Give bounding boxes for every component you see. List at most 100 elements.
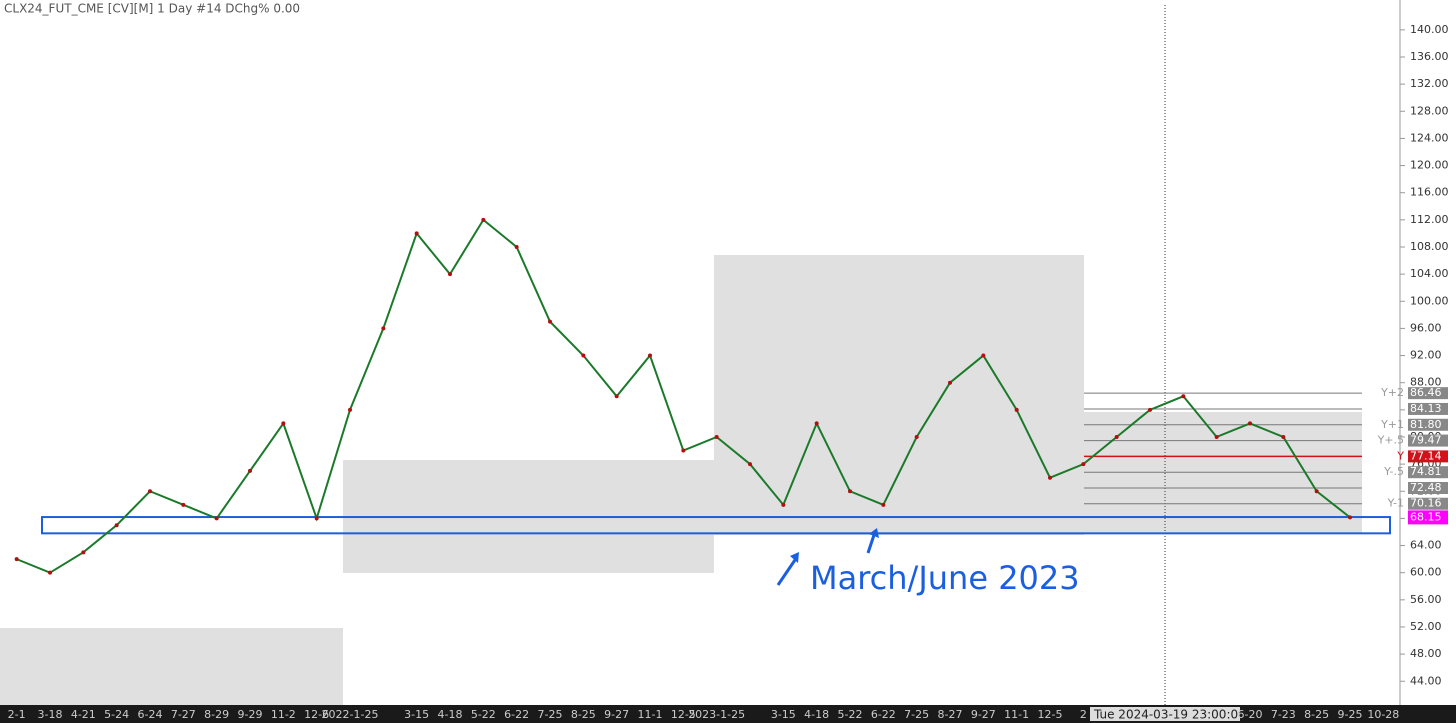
x-tick-label: 7-25 xyxy=(904,708,929,721)
x-tick-label: 8-29 xyxy=(204,708,229,721)
level-label: 79.47 xyxy=(1410,434,1442,447)
x-tick-label: 8-25 xyxy=(1304,708,1329,721)
level-tag xyxy=(1408,482,1448,495)
level-tag xyxy=(1408,387,1448,400)
price-point xyxy=(514,244,519,249)
x-tick-label: 6-20 xyxy=(1238,708,1263,721)
price-point xyxy=(848,489,852,494)
x-tick-label: 5-22 xyxy=(838,708,863,721)
x-tick-label: 6-22 xyxy=(504,708,529,721)
price-point xyxy=(281,421,286,426)
x-tick-label: 3-18 xyxy=(38,708,63,721)
price-point xyxy=(1248,421,1252,426)
x-tick-label: 12-5 xyxy=(1038,708,1063,721)
price-point xyxy=(114,523,119,528)
x-tick-label: 2023-1-25 xyxy=(688,708,745,721)
arrow-head xyxy=(790,552,799,563)
price-point xyxy=(1081,462,1086,467)
year-range xyxy=(714,255,1084,535)
x-tick-label: 4-21 xyxy=(71,708,96,721)
y-tick-label: 116.00 xyxy=(1410,186,1449,199)
x-tick-label: 4-18 xyxy=(804,708,829,721)
price-point xyxy=(748,462,752,467)
x-tick-label: 6-24 xyxy=(138,708,163,721)
x-tick-label: 5-24 xyxy=(104,708,129,721)
x-tick-label: 5-22 xyxy=(471,708,496,721)
price-point xyxy=(914,434,919,439)
price-point xyxy=(348,407,352,412)
year-range xyxy=(0,628,343,705)
level-name: Y-1 xyxy=(1387,497,1404,510)
price-point xyxy=(1348,515,1352,520)
x-tick-label: 12-5 xyxy=(671,708,696,721)
level-name: Y xyxy=(1396,449,1404,462)
x-tick-label: 10-28 xyxy=(1367,708,1399,721)
y-tick-label: 100.00 xyxy=(1410,294,1449,307)
level-label: 86.46 xyxy=(1410,386,1442,399)
y-tick-label: 92.00 xyxy=(1410,349,1442,362)
y-tick-label: 48.00 xyxy=(1410,647,1442,660)
price-point xyxy=(581,353,586,358)
y-tick-label: 112.00 xyxy=(1410,213,1449,226)
level-label: 74.81 xyxy=(1410,465,1442,478)
x-tick-label: 2 xyxy=(1080,708,1087,721)
level-tag xyxy=(1408,497,1448,510)
price-point xyxy=(248,468,252,473)
price-point xyxy=(148,489,152,494)
level-label: 84.13 xyxy=(1410,402,1442,415)
y-tick-label: 120.00 xyxy=(1410,159,1449,172)
price-point xyxy=(814,421,819,426)
x-tick-label: 6-22 xyxy=(871,708,896,721)
crosshair-tag xyxy=(1090,707,1240,721)
year-range xyxy=(1084,412,1362,534)
price-point xyxy=(48,570,52,575)
x-tick-label: 2022-1-25 xyxy=(322,708,379,721)
price-point xyxy=(448,272,452,277)
level-tag xyxy=(1408,466,1448,479)
price-point xyxy=(1048,475,1052,480)
y-tick-label: 108.00 xyxy=(1410,240,1449,253)
x-tick-label: 8-27 xyxy=(938,708,963,721)
level-name: Y+2 xyxy=(1380,386,1404,399)
x-tick-label: 9-25 xyxy=(1338,708,1363,721)
y-tick-label: 96.00 xyxy=(1410,321,1442,334)
level-label: 77.14 xyxy=(1410,449,1442,462)
y-tick-label: 124.00 xyxy=(1410,131,1449,144)
price-point xyxy=(1114,434,1119,439)
y-tick-label: 44.00 xyxy=(1410,674,1442,687)
y-tick-label: 136.00 xyxy=(1410,50,1449,63)
x-tick-label: 9-27 xyxy=(971,708,996,721)
x-tick-label: 2-1 xyxy=(8,708,26,721)
last-price-label: 68.15 xyxy=(1410,510,1442,523)
y-tick-label: 52.00 xyxy=(1410,620,1442,633)
x-tick-label: 9-27 xyxy=(604,708,629,721)
annotation: March/June 2023 xyxy=(810,559,1080,597)
chart-title: CLX24_FUT_CME [CV][M] 1 Day #14 DChg% 0.… xyxy=(4,2,300,16)
x-tick-label: 7-27 xyxy=(171,708,196,721)
y-tick-label: 128.00 xyxy=(1410,104,1449,117)
price-point xyxy=(1281,434,1286,439)
price-point xyxy=(1014,407,1019,412)
arrow xyxy=(776,556,799,586)
price-point xyxy=(481,217,486,222)
price-point xyxy=(1181,394,1186,399)
level-label: 81.80 xyxy=(1410,418,1442,431)
x-tick-label: 8-25 xyxy=(571,708,596,721)
price-point xyxy=(681,448,686,453)
x-tick-label: 12-6 xyxy=(304,708,329,721)
x-tick-label: 11-2 xyxy=(271,708,296,721)
price-point xyxy=(614,394,619,399)
price-point xyxy=(648,353,652,358)
level-tag xyxy=(1408,434,1448,447)
price-point xyxy=(881,502,886,507)
highlight-band xyxy=(41,516,1391,535)
y-tick-label: 88.00 xyxy=(1410,376,1442,389)
x-tick-label: 4-18 xyxy=(438,708,463,721)
y-tick-label: 64.00 xyxy=(1410,539,1442,552)
price-point xyxy=(381,326,386,331)
x-tick-label: 11-1 xyxy=(1004,708,1029,721)
price-point xyxy=(81,550,86,555)
level-label: 70.16 xyxy=(1410,497,1442,510)
x-tick-label: 3-15 xyxy=(771,708,796,721)
